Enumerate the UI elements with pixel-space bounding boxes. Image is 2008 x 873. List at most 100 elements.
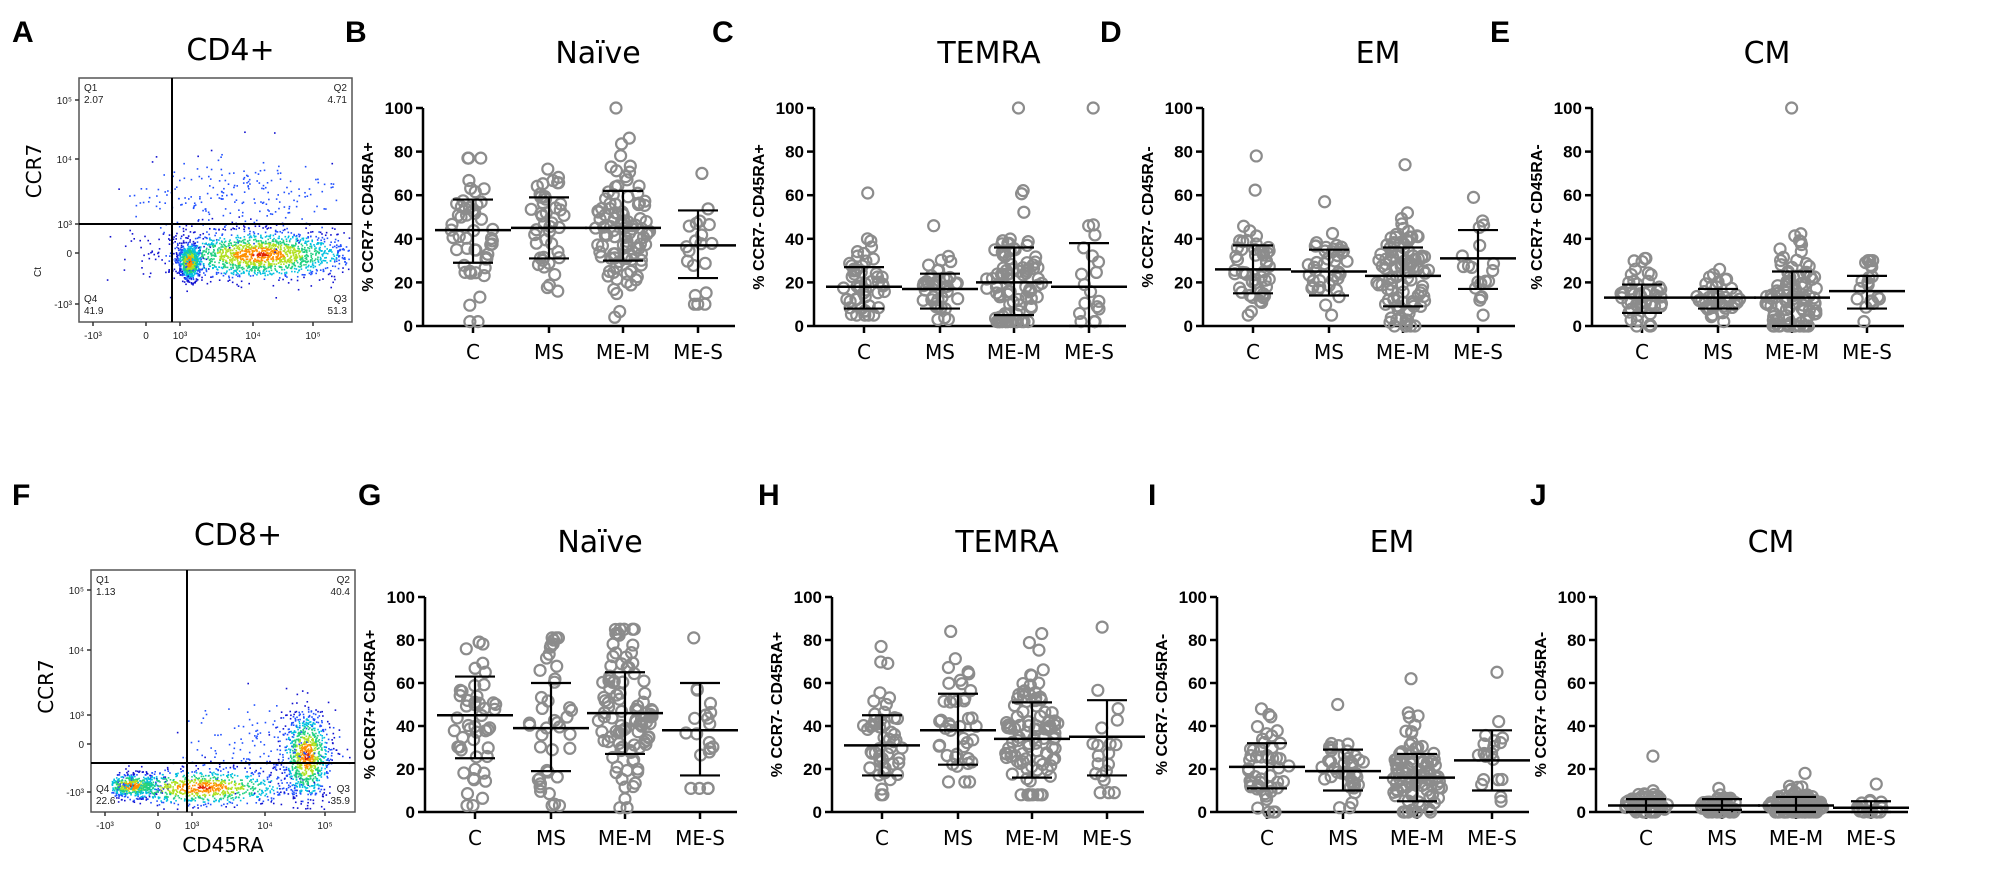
flow-event <box>220 798 222 801</box>
flow-event <box>130 792 132 795</box>
flow-event <box>222 228 225 230</box>
flow-event <box>291 270 293 273</box>
flow-event <box>193 205 196 207</box>
flow-event <box>234 253 237 256</box>
flow-event <box>309 235 312 238</box>
flow-event <box>217 248 219 251</box>
flow-event <box>284 260 286 262</box>
flow-event <box>125 768 127 770</box>
flow-event <box>112 787 114 789</box>
flow-event <box>185 259 188 261</box>
data-point <box>458 202 472 216</box>
flow-event <box>277 251 280 254</box>
flow-event <box>226 250 229 253</box>
flow-event <box>240 241 242 243</box>
flow-event <box>195 247 198 249</box>
flow-event <box>116 780 118 783</box>
flow-event <box>247 261 249 264</box>
flow-event <box>221 267 224 270</box>
flow-event <box>287 738 290 741</box>
flow-event <box>161 801 163 804</box>
flow-event <box>337 233 339 236</box>
flow-event <box>269 243 272 246</box>
flow-event <box>220 257 222 260</box>
flow-event <box>207 243 210 245</box>
flow-event <box>187 241 190 244</box>
flow-event <box>218 783 221 786</box>
flow-event <box>166 783 169 786</box>
flow-event <box>189 248 192 250</box>
flow-event <box>273 247 276 250</box>
flow-event <box>253 246 256 249</box>
y-tick-label: 80 <box>394 143 413 162</box>
flow-event <box>148 794 151 797</box>
flow-event <box>187 198 190 200</box>
flow-event <box>173 277 176 280</box>
flow-event <box>249 235 252 237</box>
flow-event <box>287 260 290 263</box>
flow-event <box>185 228 187 231</box>
flow-event <box>333 275 336 278</box>
flow-event <box>129 798 132 801</box>
flow-event <box>202 237 205 240</box>
flow-event <box>224 785 226 788</box>
flow-event <box>307 232 310 234</box>
data-point <box>1074 315 1088 329</box>
flow-event <box>209 262 212 265</box>
flow-event <box>228 244 230 247</box>
flow-event <box>240 785 243 788</box>
flow-event <box>250 261 252 264</box>
flow-event <box>205 247 208 250</box>
flow-event <box>267 255 270 258</box>
flow-event <box>258 240 260 242</box>
flow-event <box>188 273 191 275</box>
flow-event <box>148 257 151 260</box>
data-point <box>469 243 483 257</box>
flow-event <box>227 183 230 185</box>
flow-event <box>179 179 181 182</box>
flow-event <box>115 783 118 786</box>
flow-event <box>233 248 236 250</box>
flow-event <box>277 258 279 260</box>
flow-event <box>196 804 199 806</box>
flow-event <box>264 250 267 253</box>
flow-event <box>203 780 206 782</box>
flow-event <box>222 214 225 217</box>
flow-event <box>185 278 187 280</box>
category-label: C <box>1635 340 1649 364</box>
flow-event <box>169 239 171 241</box>
flow-event <box>208 779 210 782</box>
flow-event <box>206 237 208 240</box>
flow-event <box>272 257 274 260</box>
flow-event <box>134 794 137 797</box>
flow-event <box>118 786 120 789</box>
flow-event <box>211 240 214 242</box>
flow-event <box>243 792 246 794</box>
flow-event <box>221 233 224 235</box>
data-point <box>1809 304 1823 318</box>
flow-event <box>322 270 325 273</box>
flow-event <box>291 790 294 792</box>
flow-event <box>252 250 255 252</box>
flow-event <box>248 785 251 788</box>
flow-event <box>128 774 130 777</box>
flow-event <box>203 265 205 267</box>
panel-letter: D <box>1100 16 1122 49</box>
data-point <box>1310 255 1324 270</box>
flow-event <box>218 239 220 241</box>
flow-event <box>285 253 288 256</box>
flow-event <box>141 780 143 783</box>
flow-event <box>262 770 265 773</box>
flow-event <box>120 776 123 778</box>
quadrant-value-q4: 41.9 <box>84 306 104 317</box>
flow-event <box>190 787 193 789</box>
flow-event <box>291 246 294 249</box>
flow-event <box>290 278 293 281</box>
flow-event <box>139 788 141 791</box>
flow-event <box>116 792 119 795</box>
flow-event <box>210 255 213 257</box>
flow-event <box>199 196 201 198</box>
flow-event <box>133 783 136 786</box>
flow-event <box>197 273 200 276</box>
flow-event <box>195 260 197 262</box>
